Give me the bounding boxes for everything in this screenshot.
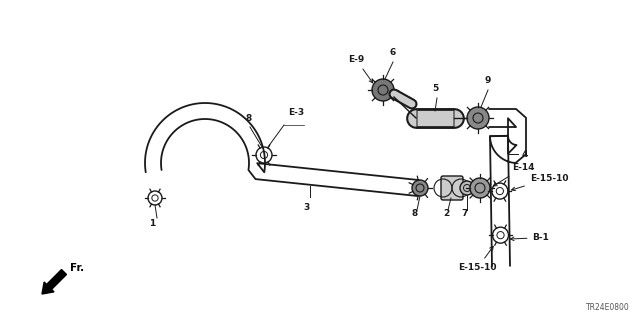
- FancyBboxPatch shape: [441, 176, 463, 200]
- Text: 1: 1: [149, 219, 155, 228]
- Text: 5: 5: [432, 84, 438, 93]
- Text: E-3: E-3: [288, 108, 304, 117]
- Text: 8: 8: [412, 209, 418, 218]
- Text: 9: 9: [485, 76, 491, 85]
- Text: 7: 7: [462, 209, 468, 218]
- Text: E-9: E-9: [348, 55, 372, 83]
- Text: Fr.: Fr.: [70, 263, 84, 273]
- Circle shape: [412, 180, 428, 196]
- Text: 8: 8: [246, 114, 252, 123]
- Text: 6: 6: [390, 48, 396, 57]
- FancyArrow shape: [42, 270, 67, 294]
- Circle shape: [372, 79, 394, 101]
- Circle shape: [467, 107, 489, 129]
- Text: B-1: B-1: [510, 233, 549, 242]
- Text: TR24E0800: TR24E0800: [586, 303, 630, 312]
- Text: E-15-10: E-15-10: [511, 174, 568, 191]
- Circle shape: [470, 178, 490, 198]
- Text: E-15-10: E-15-10: [458, 246, 497, 272]
- Circle shape: [460, 181, 474, 195]
- Text: 2: 2: [443, 209, 449, 218]
- Text: 4: 4: [522, 150, 529, 159]
- Text: E-14: E-14: [493, 163, 534, 186]
- Text: 3: 3: [304, 203, 310, 212]
